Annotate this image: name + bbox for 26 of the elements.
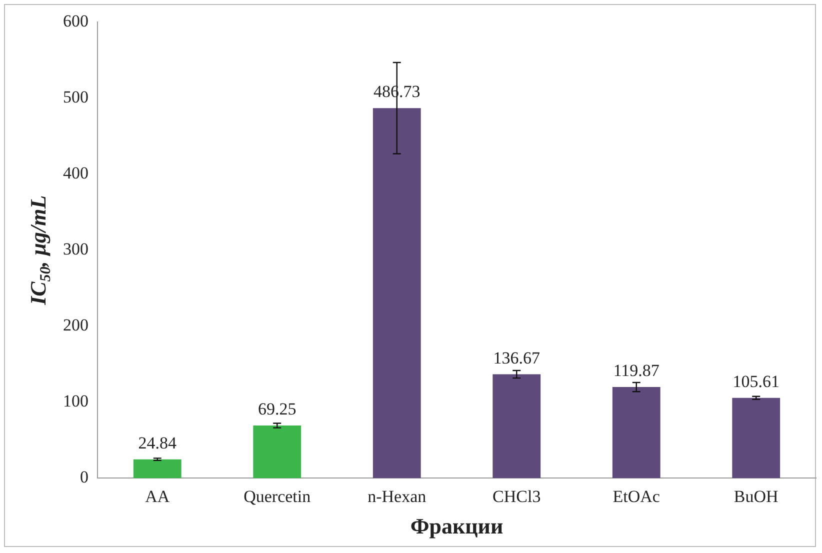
x-tick-label: AA <box>145 486 170 506</box>
data-label: 105.61 <box>732 372 780 391</box>
x-axis-title: Фракции <box>410 513 504 538</box>
bar <box>253 426 302 478</box>
y-tick-label: 300 <box>63 240 88 259</box>
data-label: 69.25 <box>258 400 296 419</box>
x-tick-label: n-Hexan <box>368 486 427 506</box>
x-tick-label: CHCl3 <box>492 486 541 506</box>
bar <box>133 459 182 478</box>
bar <box>612 387 660 478</box>
y-tick-label: 600 <box>63 11 88 30</box>
data-label: 136.67 <box>493 348 540 368</box>
bar <box>492 374 541 478</box>
y-tick-label: 100 <box>63 392 88 411</box>
y-tick-label: 500 <box>63 88 88 106</box>
data-label: 119.87 <box>613 361 660 380</box>
data-label: 24.84 <box>138 433 177 452</box>
y-tick-label: 400 <box>63 164 88 183</box>
bar <box>732 398 780 478</box>
y-tick-label: 200 <box>63 316 88 335</box>
x-tick-label: EtOAc <box>612 486 660 506</box>
y-axis-title: IC50, µg/mL <box>26 195 54 306</box>
x-tick-label: Quercetin <box>244 486 312 506</box>
x-tick-label: BuOH <box>734 486 778 506</box>
y-tick-label: 0 <box>80 468 88 487</box>
bar <box>372 108 421 478</box>
